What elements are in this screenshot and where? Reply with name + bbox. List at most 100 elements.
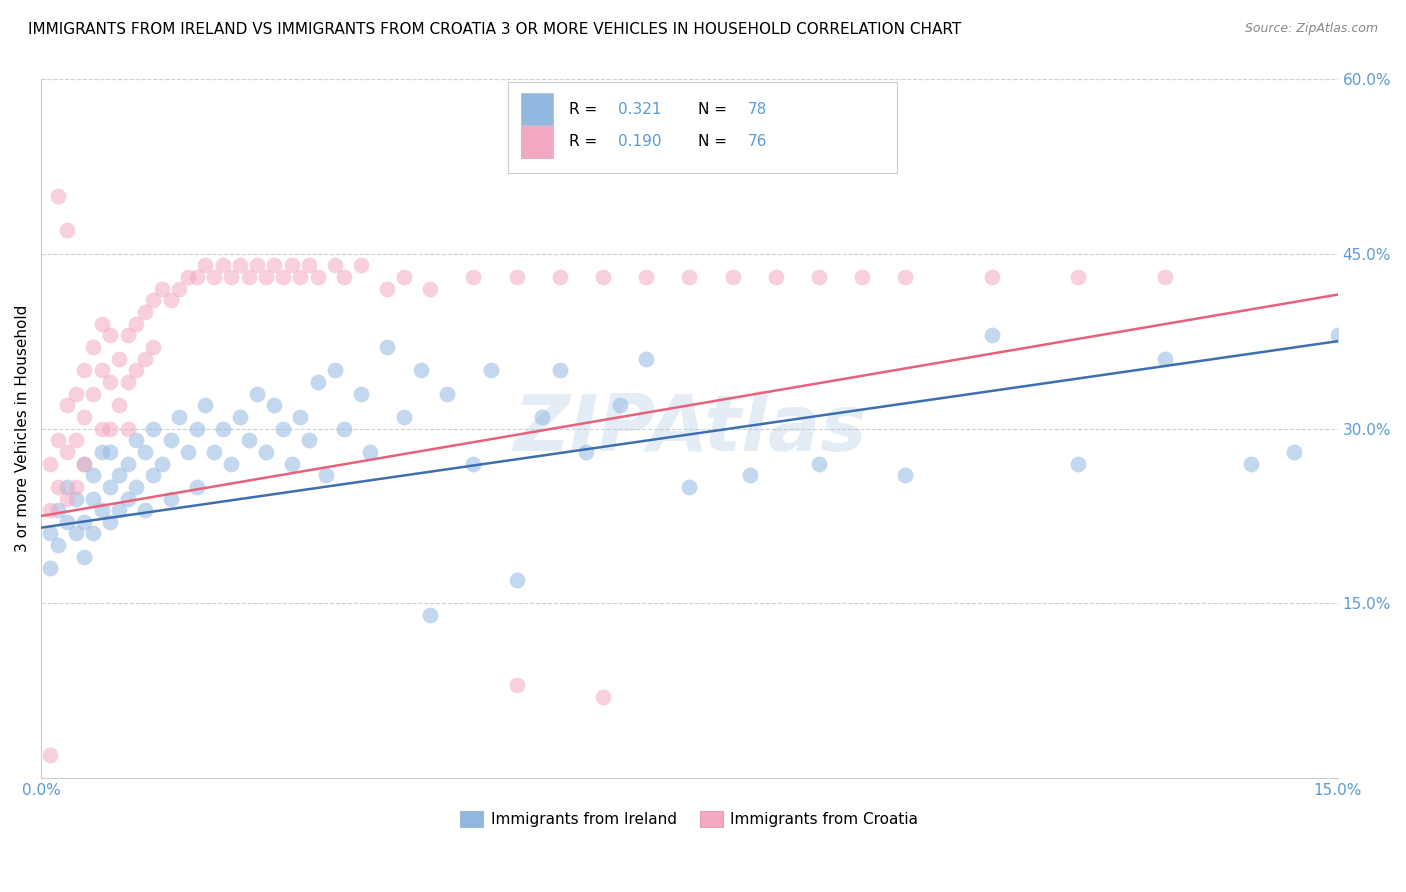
Point <box>38 561 60 575</box>
Point <box>38 457 60 471</box>
Point <box>375 282 398 296</box>
Point <box>263 398 285 412</box>
Text: R =: R = <box>569 135 602 150</box>
Point <box>238 270 260 285</box>
Point <box>359 445 381 459</box>
FancyBboxPatch shape <box>520 94 553 125</box>
Text: N =: N = <box>699 135 733 150</box>
Point <box>56 515 79 529</box>
Text: 0.321: 0.321 <box>619 102 662 117</box>
Point <box>436 386 458 401</box>
Point <box>592 270 614 285</box>
Point <box>142 421 165 435</box>
Point <box>1153 351 1175 366</box>
Point <box>980 270 1002 285</box>
Point <box>134 305 156 319</box>
Point <box>323 363 346 377</box>
Point <box>186 480 208 494</box>
Point <box>73 549 96 564</box>
Point <box>177 445 200 459</box>
Point <box>548 363 571 377</box>
Point <box>82 526 104 541</box>
FancyBboxPatch shape <box>520 126 553 158</box>
Point <box>48 503 70 517</box>
Point <box>290 409 312 424</box>
Point <box>142 293 165 308</box>
Point <box>505 270 527 285</box>
Point <box>332 421 354 435</box>
Point <box>38 503 60 517</box>
Point <box>186 421 208 435</box>
Point <box>90 421 112 435</box>
Point <box>375 340 398 354</box>
Point <box>1326 328 1348 343</box>
Point <box>246 386 269 401</box>
Point <box>263 259 285 273</box>
Point <box>219 457 242 471</box>
Point <box>636 270 658 285</box>
Point <box>98 421 121 435</box>
Text: N =: N = <box>699 102 733 117</box>
Point <box>271 270 294 285</box>
Point <box>315 468 337 483</box>
Point <box>82 340 104 354</box>
Point <box>108 351 131 366</box>
Point <box>65 480 87 494</box>
Point <box>575 445 598 459</box>
Point <box>169 409 191 424</box>
Point <box>851 270 873 285</box>
Point <box>808 270 831 285</box>
Point <box>211 421 233 435</box>
Point <box>82 386 104 401</box>
Point <box>169 282 191 296</box>
Point <box>108 468 131 483</box>
Point <box>323 259 346 273</box>
Point <box>73 457 96 471</box>
Point <box>271 421 294 435</box>
Point <box>117 328 139 343</box>
Point <box>202 270 225 285</box>
Point <box>980 328 1002 343</box>
Point <box>82 468 104 483</box>
Point <box>65 526 87 541</box>
Text: 76: 76 <box>748 135 768 150</box>
Point <box>246 259 269 273</box>
Point <box>721 270 744 285</box>
Point <box>159 434 181 448</box>
Point <box>229 409 252 424</box>
Point <box>56 491 79 506</box>
Point <box>98 480 121 494</box>
Point <box>142 340 165 354</box>
Text: 78: 78 <box>748 102 766 117</box>
Point <box>808 457 831 471</box>
Point <box>56 398 79 412</box>
Text: Source: ZipAtlas.com: Source: ZipAtlas.com <box>1244 22 1378 36</box>
Point <box>194 259 217 273</box>
Point <box>463 457 485 471</box>
Text: ZIPAtlas: ZIPAtlas <box>513 391 866 467</box>
Point <box>894 468 917 483</box>
Point <box>281 259 304 273</box>
Point <box>194 398 217 412</box>
Point <box>463 270 485 285</box>
Point <box>98 375 121 389</box>
Point <box>290 270 312 285</box>
Point <box>307 270 329 285</box>
Legend: Immigrants from Ireland, Immigrants from Croatia: Immigrants from Ireland, Immigrants from… <box>454 805 925 833</box>
Point <box>281 457 304 471</box>
Point <box>73 363 96 377</box>
Point <box>38 526 60 541</box>
Point <box>125 317 148 331</box>
Point <box>738 468 761 483</box>
Point <box>678 480 700 494</box>
Point <box>117 375 139 389</box>
Point <box>125 434 148 448</box>
Point <box>548 270 571 285</box>
Point <box>134 503 156 517</box>
Point <box>65 386 87 401</box>
Point <box>1153 270 1175 285</box>
Point <box>505 678 527 692</box>
Text: IMMIGRANTS FROM IRELAND VS IMMIGRANTS FROM CROATIA 3 OR MORE VEHICLES IN HOUSEHO: IMMIGRANTS FROM IRELAND VS IMMIGRANTS FR… <box>28 22 962 37</box>
Point <box>90 503 112 517</box>
Point <box>159 293 181 308</box>
